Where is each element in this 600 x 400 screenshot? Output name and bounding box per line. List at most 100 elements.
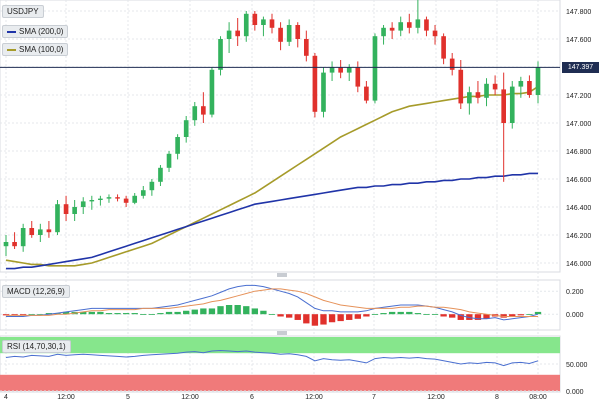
macd-histogram-bar — [105, 313, 113, 315]
candle-body — [321, 72, 326, 112]
price-panel — [0, 0, 561, 273]
macd-histogram-bar — [191, 309, 198, 315]
macd-histogram-bar — [122, 313, 130, 315]
candle-body — [415, 19, 421, 28]
candle-body — [329, 67, 335, 73]
macd-histogram-bar — [19, 314, 27, 316]
candle-body — [55, 204, 60, 233]
macd-histogram-bar — [28, 314, 35, 315]
candle-body — [175, 137, 180, 154]
candle-body — [406, 22, 412, 28]
price-tick-label: 147.000 — [566, 121, 591, 128]
price-tick-label: 147.200 — [566, 93, 591, 100]
candle-body — [46, 229, 52, 233]
macd-histogram-bar — [268, 314, 276, 315]
candle-body — [389, 27, 395, 31]
candle-body — [338, 67, 343, 73]
candle-body — [492, 83, 498, 90]
sma100-swatch — [7, 48, 16, 51]
candle-body — [115, 197, 120, 199]
macd-tick-label: 0.200 — [566, 289, 584, 296]
candle-body — [183, 120, 189, 137]
macd-histogram-bar — [157, 313, 164, 315]
macd-histogram-bar — [380, 313, 387, 315]
macd-histogram-bar — [285, 314, 293, 318]
macd-histogram-bar — [277, 314, 284, 317]
price-tick-label: 146.600 — [566, 177, 591, 184]
candle-body — [209, 69, 215, 115]
candle-body — [261, 19, 266, 25]
macd-histogram-bar — [131, 313, 138, 315]
candle-body — [424, 19, 429, 31]
sma100-legend: SMA (100,0) — [2, 43, 69, 56]
candle-body — [123, 198, 129, 203]
candle-body — [458, 69, 464, 104]
candle-body — [3, 242, 9, 247]
time-tick-label: 4 — [4, 394, 8, 400]
macd-histogram-bar — [225, 305, 233, 315]
candle-body — [527, 81, 532, 95]
macd-histogram-bar — [388, 311, 396, 315]
macd-histogram-bar — [114, 313, 121, 315]
price-tick-label: 146.000 — [566, 261, 591, 268]
rsi-oversold-band — [0, 374, 560, 391]
candle-body — [346, 67, 352, 73]
price-tick-label: 147.600 — [566, 37, 591, 44]
candle-body — [518, 81, 524, 87]
macd-tick-label: 0.000 — [566, 312, 584, 319]
candle-body — [441, 36, 446, 59]
rsi-tick-label: 0.000 — [566, 389, 584, 396]
macd-histogram-bar — [62, 311, 70, 315]
candle-body — [475, 92, 481, 98]
candle-body — [72, 207, 77, 214]
macd-histogram-bar — [174, 311, 181, 315]
macd-signal-line — [6, 288, 538, 317]
macd-histogram-bar — [406, 311, 413, 315]
time-tick-label: 12:00 — [427, 394, 445, 400]
macd-histogram-bar — [431, 314, 439, 315]
sma200-line — [6, 172, 538, 270]
candle-body — [132, 195, 138, 203]
candle-body — [106, 197, 112, 199]
sma100-line — [5, 85, 539, 267]
candle-body — [201, 106, 206, 115]
macd-histogram-bar — [414, 313, 422, 315]
candle-body — [484, 83, 489, 98]
time-tick-label: 8 — [495, 394, 499, 400]
macd-histogram-bar — [208, 308, 216, 315]
macd-histogram-bar — [346, 314, 353, 320]
candle-body — [364, 86, 369, 101]
candle-body — [381, 27, 386, 37]
macd-histogram-bar — [88, 311, 95, 315]
candle-body — [286, 25, 292, 42]
current-price-badge: 147.397 — [562, 61, 599, 73]
macd-histogram-bar — [320, 314, 327, 325]
time-tick-label: 12:00 — [181, 394, 199, 400]
macd-histogram-bar — [423, 314, 430, 315]
macd-histogram-bar — [165, 311, 173, 315]
candle-body — [535, 67, 541, 95]
candle-body — [63, 204, 69, 214]
macd-histogram-bar — [526, 314, 533, 315]
macd-histogram-bar — [457, 314, 464, 320]
rsi-legend: RSI (14,70,30,1) — [2, 340, 71, 353]
time-tick-label: 7 — [372, 394, 376, 400]
candle-body — [149, 181, 155, 191]
macd-histogram-bar — [328, 314, 336, 323]
candle-body — [449, 58, 455, 70]
macd-histogram-bar — [303, 314, 310, 324]
candle-body — [355, 67, 361, 87]
macd-histogram-bar — [217, 306, 224, 315]
macd-histogram-bar — [148, 314, 156, 315]
macd-histogram-bar — [337, 314, 344, 322]
candle-body — [467, 92, 472, 104]
macd-histogram-bar — [474, 314, 482, 320]
candle-body — [243, 13, 249, 37]
candle-body — [12, 242, 17, 247]
price-tick-label: 147.800 — [566, 9, 591, 16]
candle-body — [140, 190, 146, 196]
macd-histogram-bar — [37, 314, 44, 315]
candle-body — [509, 86, 515, 123]
macd-histogram-bar — [234, 305, 241, 315]
